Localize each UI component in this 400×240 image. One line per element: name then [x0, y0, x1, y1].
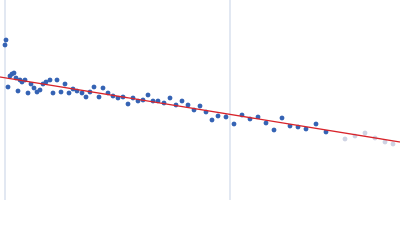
data-point — [5, 84, 11, 90]
data-point — [11, 70, 17, 76]
data-point — [47, 77, 53, 83]
data-point — [100, 85, 106, 91]
chart — [0, 0, 400, 200]
data-point — [313, 121, 319, 127]
data-point — [3, 37, 9, 43]
data-point — [83, 94, 89, 100]
data-point — [263, 120, 269, 126]
data-point — [390, 141, 396, 147]
data-point — [43, 79, 49, 85]
data-point — [382, 139, 388, 145]
data-point — [125, 101, 131, 107]
data-point — [145, 92, 151, 98]
page: {"chart_data": {"type": "scatter", "xlim… — [0, 0, 400, 200]
data-point — [271, 127, 277, 133]
data-point — [62, 81, 68, 87]
data-point — [223, 114, 229, 120]
data-point — [209, 117, 215, 123]
data-point — [37, 87, 43, 93]
data-point — [66, 90, 72, 96]
data-point — [185, 102, 191, 108]
data-point — [231, 121, 237, 127]
data-point — [25, 90, 31, 96]
data-point — [215, 113, 221, 119]
data-point — [54, 77, 60, 83]
data-point — [342, 136, 348, 142]
data-point — [179, 98, 185, 104]
data-point — [2, 42, 8, 48]
data-point — [197, 103, 203, 109]
data-point — [58, 89, 64, 95]
data-point — [91, 84, 97, 90]
data-point — [31, 85, 37, 91]
data-point — [167, 95, 173, 101]
data-point — [79, 90, 85, 96]
data-point — [362, 130, 368, 136]
data-point — [96, 94, 102, 100]
data-point — [50, 90, 56, 96]
data-point — [279, 115, 285, 121]
fit-line — [0, 76, 400, 143]
data-point — [15, 88, 21, 94]
data-point — [303, 126, 309, 132]
